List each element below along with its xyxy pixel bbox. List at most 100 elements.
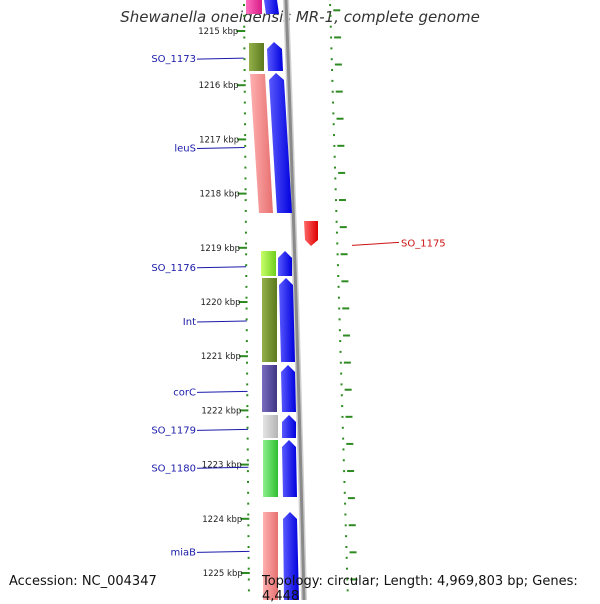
gene-block-so1179[interactable] xyxy=(263,415,278,438)
axis-dot-left xyxy=(244,166,247,169)
axis-dot-right xyxy=(343,480,346,483)
cds-arrow[interactable] xyxy=(264,0,279,14)
axis-dot-right xyxy=(341,415,344,418)
gene-block-corc[interactable] xyxy=(262,365,277,412)
axis-dot-right xyxy=(337,275,340,277)
axis-dot-right xyxy=(337,285,340,288)
gene-label[interactable]: SO_1173 xyxy=(151,54,196,65)
gene-block-miab[interactable] xyxy=(263,512,278,600)
axis-dot-left xyxy=(247,524,250,527)
gene-block-so1172[interactable] xyxy=(246,0,262,14)
gene-block-int[interactable] xyxy=(262,278,277,362)
axis-dash-right xyxy=(337,144,345,147)
cds-arrow[interactable] xyxy=(267,42,283,71)
axis-dot-left xyxy=(243,101,246,104)
axis-dot-right xyxy=(331,69,334,72)
cds-arrow[interactable] xyxy=(282,440,297,497)
axis-dot-left xyxy=(247,567,250,570)
cds-arrow[interactable] xyxy=(281,365,296,412)
axis-dot-left xyxy=(243,79,246,82)
axis-dot-right xyxy=(336,242,339,245)
gene-block-leus[interactable] xyxy=(250,74,273,213)
axis-dot-left xyxy=(245,285,248,288)
axis-dot-right xyxy=(339,340,342,343)
axis-dot-right xyxy=(331,79,334,82)
axis-dot-left xyxy=(247,578,250,581)
axis-dot-left xyxy=(243,25,246,28)
gene-label-leader xyxy=(196,266,247,269)
axis-dash-right xyxy=(334,63,342,66)
map-title: Shewanella oneidensis MR-1, complete gen… xyxy=(120,8,480,26)
axis-dash-right xyxy=(334,36,342,39)
axis-dot-left xyxy=(247,535,250,538)
gene-label[interactable]: miaB xyxy=(170,547,196,558)
axis-dot-left xyxy=(247,502,250,505)
axis-dot-left xyxy=(243,47,246,50)
axis-dot-left xyxy=(245,253,248,256)
axis-dot-right xyxy=(342,448,345,451)
axis-tick xyxy=(237,192,247,195)
gene-label-leader xyxy=(196,428,249,431)
gene-label[interactable]: leuS xyxy=(174,144,196,155)
axis-tick xyxy=(237,138,247,141)
axis-dot-left xyxy=(244,144,247,147)
cds-arrow[interactable] xyxy=(279,278,295,362)
axis-dot-left xyxy=(246,448,249,451)
axis-dot-right xyxy=(335,231,338,234)
axis-dot-left xyxy=(244,177,247,180)
axis-tick-label: 1218 kbp xyxy=(200,190,240,200)
axis-dot-right xyxy=(345,535,348,538)
cds-arrow[interactable] xyxy=(282,415,296,438)
gene-label-leader xyxy=(196,390,248,393)
cds-arrow[interactable] xyxy=(269,73,292,213)
axis-tick xyxy=(239,409,249,412)
axis-dot-left xyxy=(245,264,248,267)
axis-dot-right xyxy=(342,437,345,440)
axis-dot-left xyxy=(246,437,249,440)
axis-dot-right xyxy=(346,567,349,570)
axis-tick xyxy=(240,572,250,574)
gene-label[interactable]: SO_1175 xyxy=(401,238,446,249)
axis-dot-left xyxy=(243,90,246,93)
axis-dash-right xyxy=(347,470,355,473)
gene-label[interactable]: SO_1180 xyxy=(151,463,196,474)
gene-label[interactable]: SO_1176 xyxy=(151,263,196,274)
axis-dot-left xyxy=(245,340,248,343)
cds-arrow[interactable] xyxy=(278,251,292,276)
axis-dot-right xyxy=(332,101,335,104)
gene-label-leader xyxy=(196,466,249,469)
gene-label[interactable]: corC xyxy=(173,387,196,398)
axis-dash-right xyxy=(342,307,350,310)
axis-dot-right xyxy=(344,513,347,516)
axis-dot-left xyxy=(246,394,249,397)
axis-dash-right xyxy=(346,442,354,445)
axis-dot-left xyxy=(243,14,246,17)
cds-arrow[interactable] xyxy=(284,596,299,600)
axis-dot-left xyxy=(247,546,250,548)
axis-dash-right xyxy=(338,199,346,202)
axis-tick-label: 1220 kbp xyxy=(200,298,240,308)
axis-dot-left xyxy=(245,329,248,332)
axis-dot-right xyxy=(329,4,332,6)
axis-dot-right xyxy=(342,459,345,462)
gene-label-leader xyxy=(196,550,250,553)
gene-block-so1173[interactable] xyxy=(249,43,264,71)
cds-arrow[interactable] xyxy=(283,512,299,600)
gene-label[interactable]: Int xyxy=(183,317,196,328)
axis-dot-right xyxy=(339,361,342,364)
axis-dot-left xyxy=(247,589,250,592)
axis-dot-left xyxy=(247,556,250,559)
axis-tick xyxy=(238,246,248,249)
axis-dot-left xyxy=(246,383,249,386)
gene-block-so1180[interactable] xyxy=(263,440,278,497)
gene-label[interactable]: SO_1179 xyxy=(151,425,196,436)
axis-dash-right xyxy=(350,578,358,581)
axis-dot-right xyxy=(334,188,337,191)
axis-dot-right xyxy=(343,470,346,473)
cds-arrow-reverse-so1175[interactable] xyxy=(304,221,318,246)
axis-dot-right xyxy=(339,350,342,353)
gene-block-so1176[interactable] xyxy=(261,251,276,276)
axis-tick-label: 1222 kbp xyxy=(201,406,241,416)
axis-dot-right xyxy=(340,372,343,375)
